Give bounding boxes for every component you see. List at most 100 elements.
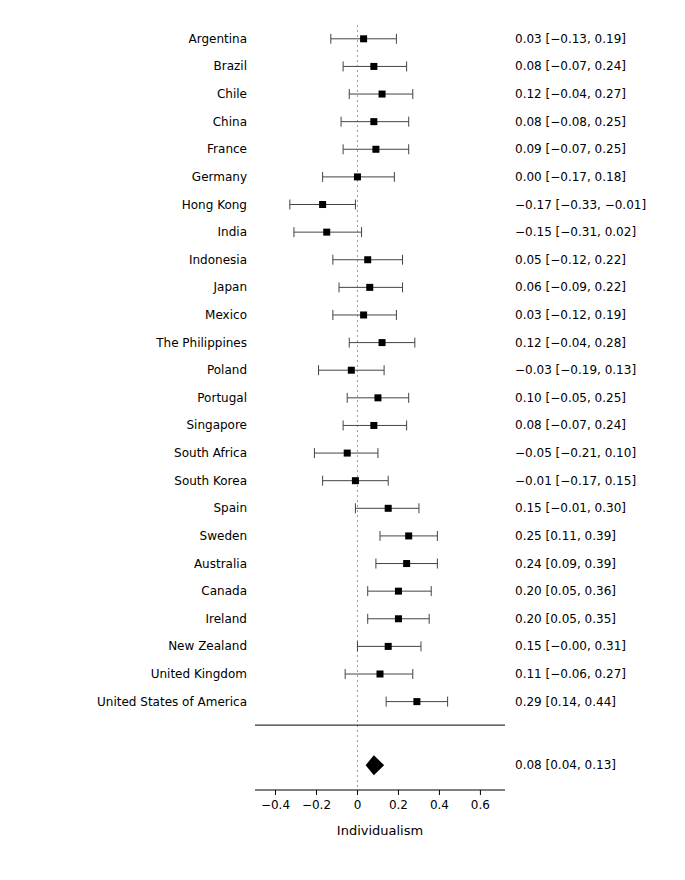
- country-label: United Kingdom: [151, 667, 247, 681]
- estimate: [360, 311, 367, 318]
- ci-cap: [314, 448, 315, 458]
- ci-cap: [293, 227, 294, 237]
- country-label: Germany: [192, 170, 247, 184]
- value-label: 0.25 [0.11, 0.39]: [515, 529, 616, 543]
- country-label: The Philippines: [155, 336, 247, 350]
- estimate: [354, 173, 361, 180]
- ci-cap: [377, 448, 378, 458]
- estimate: [413, 698, 420, 705]
- estimate: [405, 532, 412, 539]
- ci-cap: [388, 476, 389, 486]
- ci-cap: [345, 669, 346, 679]
- estimate: [352, 477, 359, 484]
- ci-cap: [406, 420, 407, 430]
- country-label: Canada: [201, 584, 247, 598]
- value-label: −0.17 [−0.33, −0.01]: [515, 198, 646, 212]
- ci-cap: [420, 641, 421, 651]
- estimate: [370, 422, 377, 429]
- country-label: France: [207, 142, 247, 156]
- tick-label: 0.6: [471, 798, 490, 812]
- value-label: 0.20 [0.05, 0.36]: [515, 584, 616, 598]
- ci-cap: [343, 420, 344, 430]
- value-label: −0.15 [−0.31, 0.02]: [515, 225, 636, 239]
- value-label: 0.05 [−0.12, 0.22]: [515, 253, 626, 267]
- country-label: India: [218, 225, 247, 239]
- country-label: Ireland: [205, 612, 247, 626]
- pooled-label: 0.08 [0.04, 0.13]: [515, 758, 616, 772]
- x-axis-label: Individualism: [337, 823, 423, 838]
- ci-cap: [437, 531, 438, 541]
- tick: [316, 790, 317, 795]
- estimate: [385, 643, 392, 650]
- ci-cap: [349, 89, 350, 99]
- tick-label: −0.2: [302, 798, 331, 812]
- value-label: 0.24 [0.09, 0.39]: [515, 557, 616, 571]
- country-label: Poland: [207, 363, 247, 377]
- ci-cap: [330, 34, 331, 44]
- ci-cap: [380, 531, 381, 541]
- estimate: [395, 615, 402, 622]
- value-label: 0.12 [−0.04, 0.28]: [515, 336, 626, 350]
- estimate: [370, 63, 377, 70]
- value-label: 0.08 [−0.07, 0.24]: [515, 59, 626, 73]
- value-label: 0.20 [0.05, 0.35]: [515, 612, 616, 626]
- tick-label: 0.2: [389, 798, 408, 812]
- estimate: [323, 229, 330, 236]
- labels: Argentina0.03 [−0.13, 0.19]Brazil0.08 [−…: [97, 32, 646, 772]
- ci-cap: [396, 34, 397, 44]
- value-label: 0.06 [−0.09, 0.22]: [515, 280, 626, 294]
- tick-label: 0: [354, 798, 362, 812]
- country-label: United States of America: [97, 695, 247, 709]
- reference-line: [357, 25, 358, 790]
- ci-cap: [408, 393, 409, 403]
- estimate: [319, 201, 326, 208]
- country-label: Argentina: [188, 32, 247, 46]
- ci-cap: [384, 365, 385, 375]
- x-axis: −0.4−0.200.20.40.6Individualism: [255, 790, 505, 838]
- ci-cap: [367, 614, 368, 624]
- pooled-diamond: [366, 755, 384, 775]
- estimate: [372, 146, 379, 153]
- ci-cap: [289, 200, 290, 210]
- ci-cap: [355, 200, 356, 210]
- value-label: 0.12 [−0.04, 0.27]: [515, 87, 626, 101]
- country-label: Japan: [213, 280, 247, 294]
- estimate: [360, 35, 367, 42]
- country-label: Chile: [217, 87, 247, 101]
- value-label: 0.11 [−0.06, 0.27]: [515, 667, 626, 681]
- country-label: Sweden: [200, 529, 247, 543]
- ci-cap: [341, 117, 342, 127]
- ci-cap: [402, 282, 403, 292]
- value-label: 0.10 [−0.05, 0.25]: [515, 391, 626, 405]
- tick: [398, 790, 399, 795]
- ci-cap: [412, 669, 413, 679]
- ci-cap: [408, 117, 409, 127]
- chart: Argentina0.03 [−0.13, 0.19]Brazil0.08 [−…: [0, 0, 685, 880]
- estimate: [374, 394, 381, 401]
- value-label: 0.09 [−0.07, 0.25]: [515, 142, 626, 156]
- estimate: [403, 560, 410, 567]
- ci-cap: [332, 255, 333, 265]
- ci-cap: [349, 338, 350, 348]
- ci-cap: [396, 310, 397, 320]
- estimate: [364, 256, 371, 263]
- estimate: [344, 450, 351, 457]
- value-label: 0.03 [−0.13, 0.19]: [515, 32, 626, 46]
- estimate: [348, 367, 355, 374]
- separator: [255, 725, 505, 726]
- estimate: [379, 91, 386, 98]
- ci-cap: [394, 172, 395, 182]
- ci-cap: [408, 144, 409, 154]
- value-label: 0.00 [−0.17, 0.18]: [515, 170, 626, 184]
- ci-cap: [367, 586, 368, 596]
- ci-cap: [402, 255, 403, 265]
- value-label: 0.03 [−0.12, 0.19]: [515, 308, 626, 322]
- ci-cap: [437, 559, 438, 569]
- ci-cap: [429, 614, 430, 624]
- country-label: Hong Kong: [182, 198, 247, 212]
- ci-cap: [431, 586, 432, 596]
- tick: [439, 790, 440, 795]
- ci-cap: [412, 89, 413, 99]
- ci-cap: [322, 476, 323, 486]
- country-label: Portugal: [197, 391, 247, 405]
